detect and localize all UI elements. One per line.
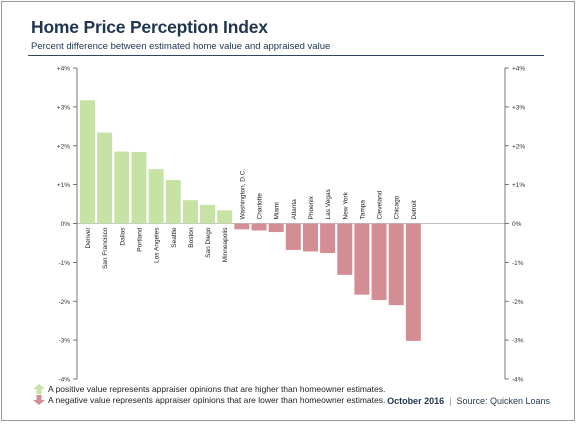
footer-source: Source: Quicken Loans [456,396,550,406]
category-label: Detroit [411,200,418,219]
category-label: Minneapolis [222,227,229,262]
y-tick-label-right: +2% [512,143,525,150]
category-label: Seattle [171,227,178,248]
bar-washington-d-c- [234,223,250,230]
category-label: San Diego [205,227,212,258]
y-tick-label-left: -3% [58,338,70,345]
category-label: New York [342,191,349,219]
y-tick-label-right: +1% [512,182,525,189]
legend-item-positive: A positive value represents appraiser op… [32,383,385,394]
y-tick-label-left: 0% [61,221,71,228]
category-label: Phoenix [308,195,315,219]
footer-separator: | [449,396,452,406]
bar-dallas [114,151,130,224]
footer: October 2016 | Source: Quicken Loans [387,396,550,406]
bar-miami [268,223,284,233]
legend-positive-text: A positive value represents appraiser op… [48,383,386,394]
footer-date: October 2016 [387,396,445,406]
title-divider [28,55,544,56]
bar-las-vegas [320,223,336,254]
chart-subtitle: Percent difference between estimated hom… [31,41,331,52]
bar-cleveland [371,223,387,301]
y-tick-label-right: +3% [512,104,525,111]
category-label: Portland [136,227,143,252]
y-tick-label-right: -3% [512,338,524,345]
legend-negative-text: A negative value represents appraiser op… [48,394,386,405]
category-label: Dallas [119,227,126,246]
y-tick-label-left: +4% [57,66,70,73]
bar-portland [131,151,147,224]
category-label: Miami [274,202,281,219]
y-tick-label-right: -4% [512,377,524,384]
category-label: Boston [188,227,195,248]
bar-san-diego [200,204,216,224]
bar-seattle [165,179,181,224]
bar-minneapolis [217,210,233,224]
y-tick-label-left: -4% [58,377,70,384]
chart-title: Home Price Perception Index [31,17,268,37]
category-label: Cleveland [377,190,384,219]
y-tick-label-left: -1% [58,260,70,267]
y-tick-label-left: -2% [58,299,70,306]
legend-item-negative: A negative value represents appraiser op… [32,394,385,405]
category-label: Tampa [359,200,366,220]
y-tick-label-right: +4% [512,66,525,73]
bar-san-francisco [97,132,113,224]
category-label: Los Angeles [154,227,161,263]
y-tick-label-right: -2% [512,299,524,306]
category-label: Denver [85,227,92,249]
up-arrow-icon [32,383,46,394]
bar-tampa [354,223,370,295]
y-tick-label-right: -1% [512,260,524,267]
y-tick-label-left: +1% [57,182,70,189]
bar-charlotte [251,223,267,231]
y-tick-label-right: 0% [512,221,522,228]
y-tick-label-left: +3% [57,104,70,111]
category-label: Las Vegas [325,188,332,219]
down-arrow-icon [32,394,46,405]
category-label: Chicago [394,195,401,219]
bar-phoenix [302,223,318,252]
bar-chicago [388,223,404,306]
y-tick-label-left: +2% [57,143,70,150]
category-label: Atlanta [291,199,298,220]
category-label: Washington, D.C. [239,169,246,220]
legend: A positive value represents appraiser op… [32,383,385,405]
bar-boston [182,200,198,224]
bar-atlanta [285,223,301,250]
bar-detroit [405,223,421,341]
category-label: Charlotte [257,193,264,220]
bar-denver [80,100,95,224]
bar-los-angeles [148,169,164,224]
category-label: San Francisco [102,227,109,269]
bar-new-york [337,223,353,275]
